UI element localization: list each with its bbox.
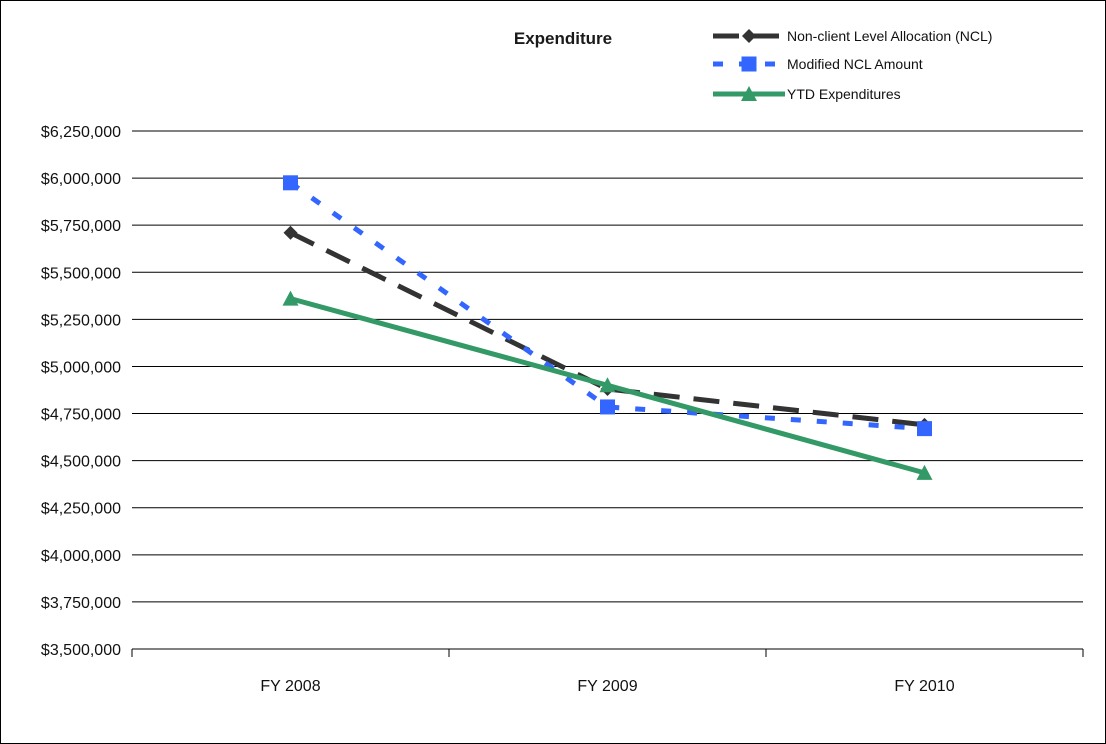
legend-entry: Modified NCL Amount bbox=[713, 56, 923, 72]
y-tick-label: $3,500,000 bbox=[41, 642, 121, 659]
y-tick-label: $4,500,000 bbox=[41, 454, 121, 471]
y-tick-label: $4,000,000 bbox=[41, 548, 121, 565]
data-point bbox=[283, 175, 298, 191]
y-tick-label: $6,000,000 bbox=[41, 171, 121, 188]
y-tick-label: $4,750,000 bbox=[41, 407, 121, 424]
y-axis: $3,500,000 $3,750,000 $4,000,000 $4,250,000… bbox=[41, 124, 121, 659]
data-point bbox=[917, 421, 932, 437]
legend-label: YTD Expenditures bbox=[787, 86, 901, 102]
series-line bbox=[289, 230, 925, 428]
series-line bbox=[289, 180, 925, 432]
data-point bbox=[600, 399, 615, 415]
legend-entry: YTD Expenditures bbox=[713, 86, 901, 102]
legend-swatch-marker bbox=[741, 56, 757, 72]
legend-swatch-marker bbox=[741, 86, 757, 101]
legend-entry: Non-client Level Allocation (NCL) bbox=[713, 28, 992, 44]
series-triangle bbox=[282, 290, 933, 480]
legend: Non-client Level Allocation (NCL) Modifie… bbox=[713, 28, 992, 102]
legend-swatch-marker bbox=[742, 29, 756, 43]
data-point bbox=[916, 464, 933, 480]
data-point bbox=[599, 377, 616, 393]
legend-label: Non-client Level Allocation (NCL) bbox=[787, 28, 992, 44]
y-tick-label: $5,500,000 bbox=[41, 265, 121, 282]
legend-label: Modified NCL Amount bbox=[787, 56, 923, 72]
x-tick-label: FY 2008 bbox=[260, 678, 320, 695]
y-tick-label: $5,750,000 bbox=[41, 218, 121, 235]
y-tick-label: $5,000,000 bbox=[41, 359, 121, 376]
y-tick-label: $4,250,000 bbox=[41, 501, 121, 518]
y-tick-label: $5,250,000 bbox=[41, 312, 121, 329]
x-tick-label: FY 2010 bbox=[894, 678, 954, 695]
y-tick-label: $3,750,000 bbox=[41, 595, 121, 612]
y-tick-label: $6,250,000 bbox=[41, 124, 121, 141]
series-square bbox=[283, 175, 932, 437]
x-tick-label: FY 2009 bbox=[577, 678, 637, 695]
chart-title: Expenditure bbox=[514, 29, 612, 48]
data-point bbox=[283, 225, 298, 240]
series-layer bbox=[282, 175, 933, 480]
x-axis: FY 2008 FY 2009 FY 2010 bbox=[131, 649, 1084, 695]
data-point bbox=[282, 290, 299, 306]
